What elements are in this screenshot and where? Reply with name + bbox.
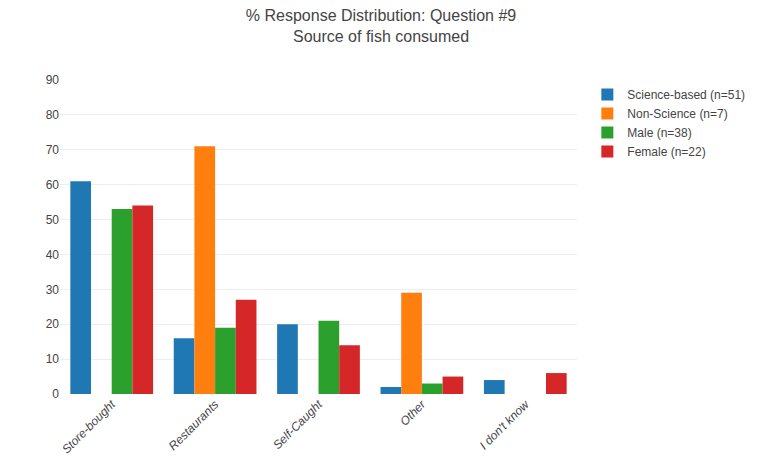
svg-text:0: 0 (52, 387, 59, 401)
svg-text:Restaurants: Restaurants (166, 397, 222, 453)
svg-text:40: 40 (46, 248, 60, 262)
svg-text:90: 90 (46, 73, 60, 87)
svg-text:Other: Other (397, 397, 429, 429)
svg-text:Male (n=38): Male (n=38) (627, 126, 691, 140)
svg-text:70: 70 (46, 143, 60, 157)
svg-text:20: 20 (46, 317, 60, 331)
svg-text:30: 30 (46, 283, 60, 297)
svg-text:% Response Distribution: Quest: % Response Distribution: Question #9Sour… (246, 7, 516, 45)
svg-text:50: 50 (46, 213, 60, 227)
svg-text:80: 80 (46, 108, 60, 122)
svg-text:Non-Science (n=7): Non-Science (n=7) (627, 107, 727, 121)
svg-text:60: 60 (46, 178, 60, 192)
svg-text:Store-bought: Store-bought (59, 397, 118, 456)
svg-text:Self-Caught: Self-Caught (270, 397, 325, 452)
svg-text:Science-based (n=51): Science-based (n=51) (627, 88, 745, 102)
svg-text:I don't know: I don't know (477, 397, 533, 453)
svg-text:10: 10 (46, 352, 60, 366)
svg-text:Female (n=22): Female (n=22) (627, 145, 705, 159)
